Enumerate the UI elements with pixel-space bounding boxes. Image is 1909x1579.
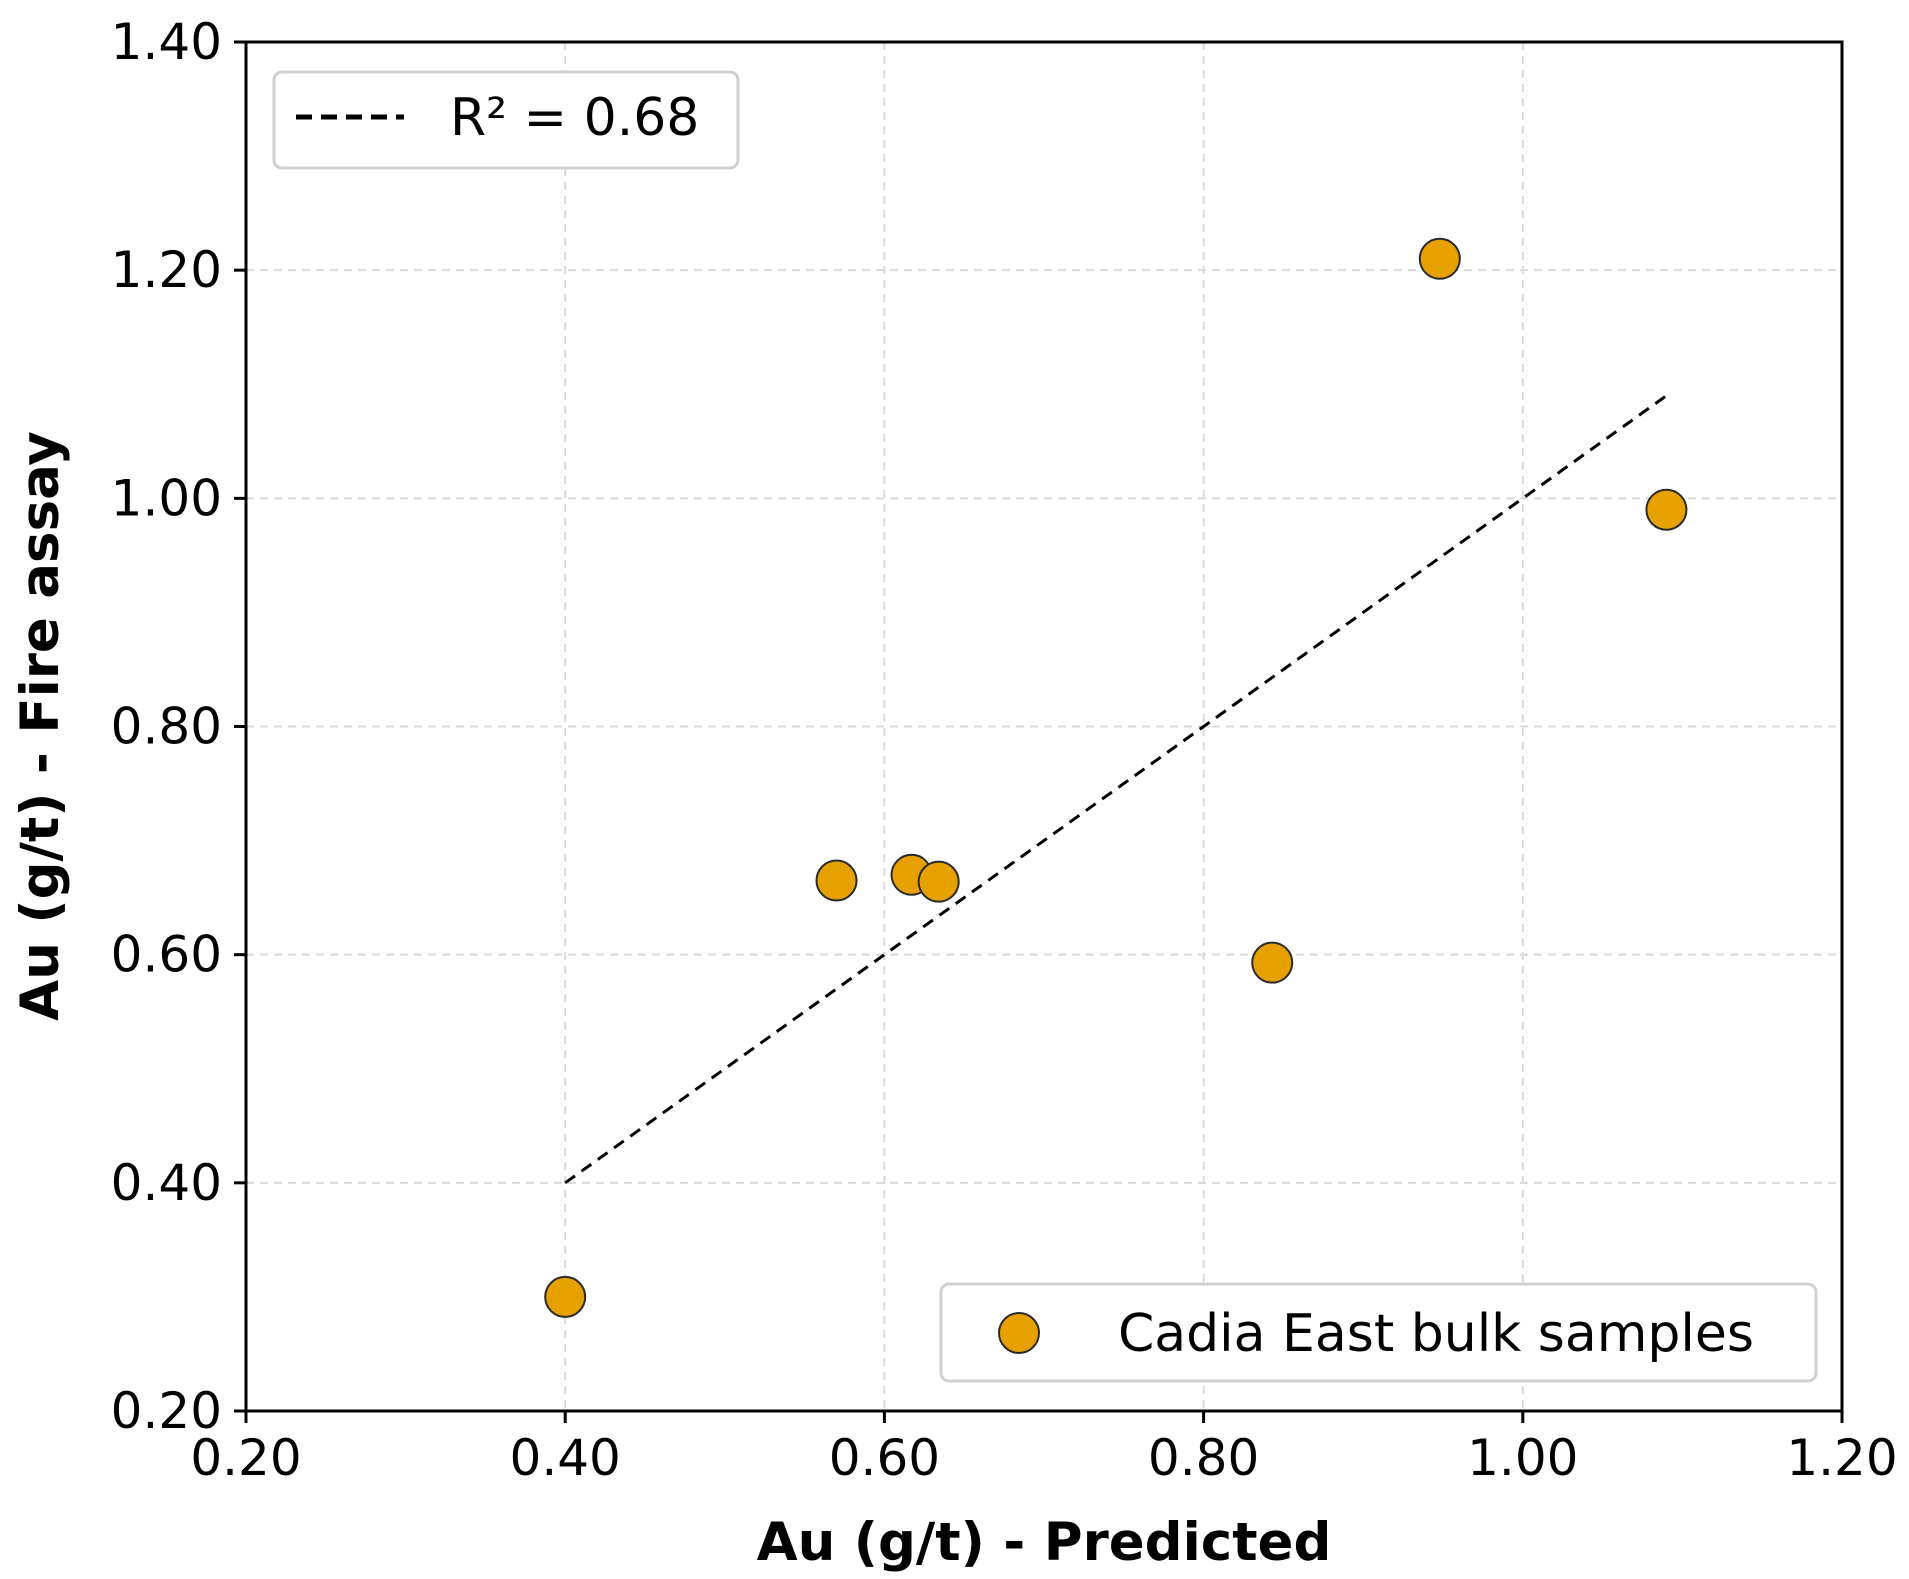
trendline-legend-label: R² = 0.68 bbox=[450, 88, 699, 148]
y-tick-label: 0.80 bbox=[111, 698, 222, 756]
y-tick-label: 0.60 bbox=[111, 926, 222, 984]
y-tick-label: 1.20 bbox=[111, 241, 222, 299]
grid-layer bbox=[246, 42, 1842, 1411]
trendline bbox=[564, 394, 1668, 1185]
x-axis-label: Au (g/t) - Predicted bbox=[757, 1512, 1332, 1573]
series-legend-label: Cadia East bulk samples bbox=[1118, 1304, 1754, 1364]
x-tick-label: 0.80 bbox=[1148, 1429, 1259, 1487]
data-point bbox=[1418, 237, 1461, 280]
data-point bbox=[815, 859, 858, 902]
series-legend: Cadia East bulk samples bbox=[939, 1282, 1818, 1383]
x-tick-label: 0.20 bbox=[190, 1429, 301, 1487]
tick-layer: 0.20 0.40 0.60 0.80 1.00 1.20 0.20 0.40 0.60 0.80… bbox=[111, 13, 1898, 1487]
x-tick-label: 1.00 bbox=[1467, 1429, 1578, 1487]
x-tick-label: 0.40 bbox=[510, 1429, 621, 1487]
y-tick-label: 1.00 bbox=[111, 469, 222, 527]
series-legend-box bbox=[939, 1282, 1818, 1383]
x-tick-label: 0.60 bbox=[829, 1429, 940, 1487]
y-axis-label: Au (g/t) - Fire assay bbox=[10, 431, 71, 1021]
trend-layer bbox=[564, 394, 1668, 1185]
trendline-legend-box bbox=[272, 70, 740, 170]
data-point bbox=[544, 1275, 587, 1318]
y-tick-label: 0.20 bbox=[111, 1382, 222, 1440]
points-layer bbox=[544, 237, 1688, 1318]
series-legend-marker bbox=[998, 1312, 1040, 1354]
y-tick-label: 1.40 bbox=[111, 13, 222, 71]
data-point bbox=[1645, 488, 1688, 531]
x-tick-label: 1.20 bbox=[1786, 1429, 1897, 1487]
y-tick-label: 0.40 bbox=[111, 1154, 222, 1212]
data-point bbox=[1251, 941, 1294, 984]
trendline-legend: R² = 0.68 bbox=[272, 70, 740, 170]
data-point bbox=[917, 860, 960, 903]
